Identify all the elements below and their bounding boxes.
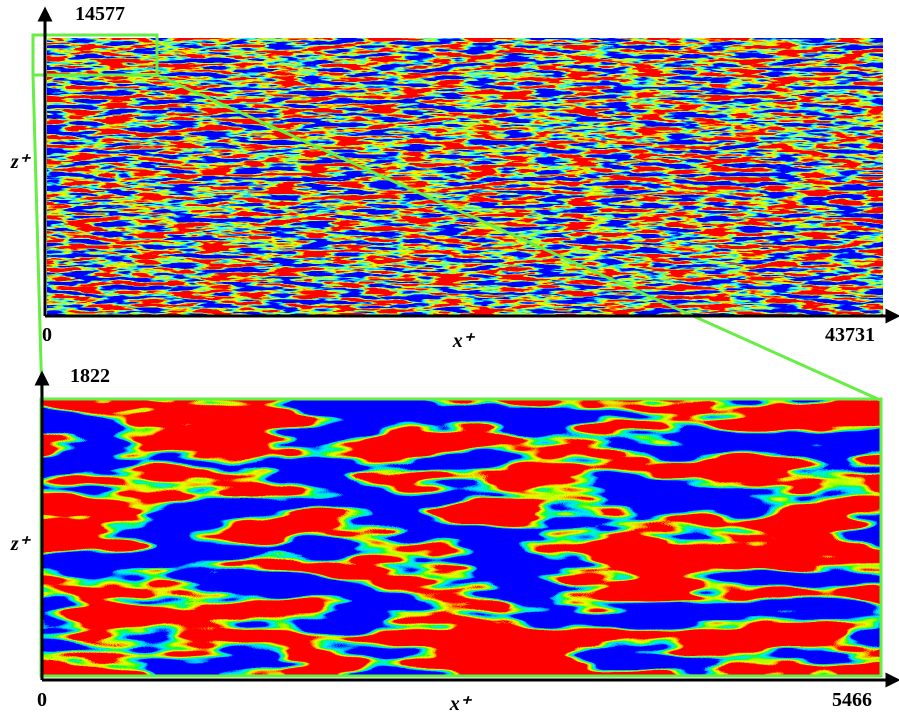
y-axis-label: z⁺ (10, 151, 32, 173)
x-tick-label: 0 (37, 689, 47, 711)
y-axis-label: z⁺ (10, 533, 32, 555)
y-tick-label: 1822 (70, 365, 110, 387)
contour-field (42, 400, 880, 675)
x-tick-label: 0 (42, 324, 52, 346)
zoom-line (156, 73, 881, 402)
zoom-line (31, 74, 44, 401)
x-tick-label: 43731 (825, 324, 875, 346)
x-tick-label: 5466 (832, 689, 872, 711)
zoom-box (31, 33, 159, 77)
y-tick-label: 14577 (75, 3, 125, 25)
contour-field (47, 38, 883, 316)
x-axis-label: x⁺ (452, 330, 476, 352)
x-axis-label: x⁺ (449, 693, 473, 715)
